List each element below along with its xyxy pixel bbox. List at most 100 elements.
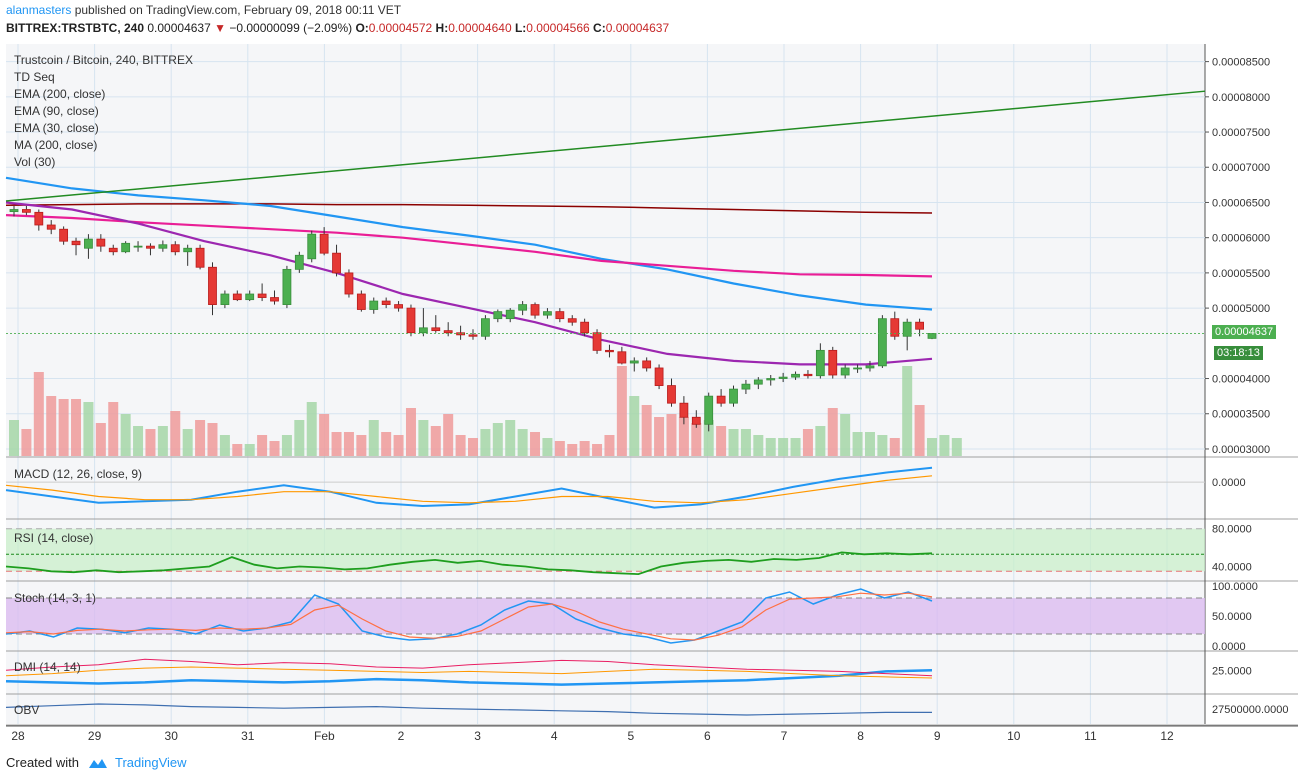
candle-body [406, 307, 416, 334]
candle-body [22, 209, 31, 213]
volume-bar [939, 435, 950, 456]
macd-line [5, 466, 933, 509]
volume-bar [666, 414, 677, 456]
volume-bar [257, 435, 268, 456]
volume-bar [195, 420, 206, 456]
candle-body [679, 402, 689, 418]
candle-body [865, 365, 875, 369]
candle-body [902, 321, 912, 337]
ema30-line [5, 214, 933, 278]
volume-bar [579, 441, 590, 456]
candle-body [96, 238, 106, 247]
candle-body [704, 395, 714, 425]
candle-body [220, 293, 230, 305]
stoch-label: Stoch (14, 3, 1) [14, 591, 96, 605]
tradingview-logo-icon [88, 758, 107, 768]
volume-bar [778, 438, 789, 456]
legend-item: EMA (30, close) [14, 121, 99, 135]
ema90-line [5, 176, 933, 311]
candle-body [840, 367, 850, 376]
candle-body [307, 233, 317, 260]
volume-bar [629, 396, 640, 456]
price-axis-label: 0.00006000 [1212, 233, 1270, 245]
candle-body [753, 379, 763, 385]
obv-label: OBV [14, 703, 39, 717]
obv-axis-label: 27500000.0000 [1212, 704, 1288, 716]
candle-body [642, 360, 652, 369]
volume-bar [393, 435, 404, 456]
obv-line [5, 703, 932, 716]
candle-body [605, 349, 614, 353]
published-text: published on TradingView.com, February 0… [71, 3, 402, 17]
volume-bar [306, 402, 317, 456]
rsi-label: RSI (14, close) [14, 531, 93, 545]
volume-bar [269, 441, 280, 456]
volume-bar [294, 420, 305, 456]
macd-axis-label: 0.0000 [1212, 477, 1246, 489]
candle-body [133, 245, 143, 248]
volume-bar [21, 429, 32, 456]
candle-body [121, 242, 131, 253]
candle-body [555, 311, 565, 320]
volume-bar [542, 438, 553, 456]
volume-bar [765, 438, 776, 456]
candle-body [518, 304, 528, 311]
high-value: 0.00004640 [448, 21, 512, 35]
legend-item: EMA (200, close) [14, 87, 105, 101]
candle-body [431, 327, 441, 332]
volume-bar [641, 405, 652, 456]
volume-bar [331, 432, 342, 456]
volume-bar [728, 429, 739, 456]
publish-info: alanmasters published on TradingView.com… [6, 3, 401, 17]
volume-bar [753, 435, 764, 456]
price-axis-label: 0.00003500 [1212, 409, 1270, 421]
dmi-minus-line [5, 658, 933, 677]
volume-bar [207, 423, 218, 456]
open-label: O: [355, 21, 369, 35]
volume-bar [678, 417, 689, 456]
volume-bar [120, 414, 131, 456]
volume-bar [716, 426, 727, 456]
ema200-line [5, 203, 933, 214]
volume-bar [83, 402, 94, 456]
volume-bar [492, 423, 503, 456]
volume-bar [418, 420, 429, 456]
volume-bar [319, 414, 330, 456]
rsi-axis-label: 40.0000 [1212, 562, 1252, 574]
candle-body [468, 334, 478, 337]
tradingview-brand[interactable]: TradingView [114, 755, 187, 770]
candle-body [195, 247, 205, 268]
time-axis-label: 31 [241, 729, 255, 743]
candle-body [828, 349, 838, 376]
legend-item: Vol (30) [14, 155, 55, 169]
stoch-d-line [5, 592, 933, 641]
volume-bar [604, 435, 615, 456]
stoch-band [6, 598, 1205, 634]
open-value: 0.00004572 [368, 21, 433, 35]
volume-bar [133, 426, 144, 456]
volume-bar [170, 411, 181, 456]
candle-body [418, 327, 428, 334]
dmi-adx-line [5, 669, 933, 686]
volume-bar [616, 366, 627, 456]
candle-body [803, 373, 813, 377]
candle-body [481, 318, 490, 337]
countdown-label: 03:18:13 [1214, 346, 1263, 360]
created-with-text: Created with [6, 755, 79, 770]
volume-bar [654, 417, 665, 456]
volume-bar [740, 429, 751, 456]
volume-bar [405, 408, 416, 456]
volume-bar [244, 444, 255, 456]
candle-body [369, 300, 379, 310]
candle-body [232, 293, 242, 301]
close-label: C: [593, 21, 606, 35]
last-price: 0.00004637 [147, 21, 211, 35]
volume-bar [927, 438, 937, 456]
down-arrow-icon: ▼ [214, 21, 226, 35]
volume-bar [480, 429, 491, 456]
publisher-name[interactable]: alanmasters [6, 3, 72, 17]
price-axis-label: 0.00003000 [1212, 444, 1270, 456]
volume-bar [232, 444, 243, 456]
